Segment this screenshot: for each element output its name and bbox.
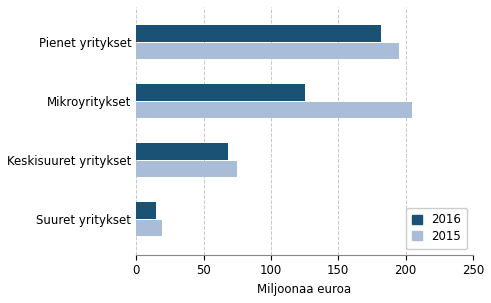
Bar bbox=[136, 202, 157, 219]
Bar bbox=[136, 102, 412, 118]
Bar bbox=[136, 220, 162, 236]
X-axis label: Miljoonaa euroa: Miljoonaa euroa bbox=[257, 283, 352, 296]
Bar bbox=[136, 143, 228, 160]
Bar bbox=[136, 43, 399, 59]
Legend: 2016, 2015: 2016, 2015 bbox=[407, 208, 467, 249]
Bar bbox=[136, 161, 237, 178]
Bar bbox=[136, 84, 304, 101]
Bar bbox=[136, 25, 382, 42]
